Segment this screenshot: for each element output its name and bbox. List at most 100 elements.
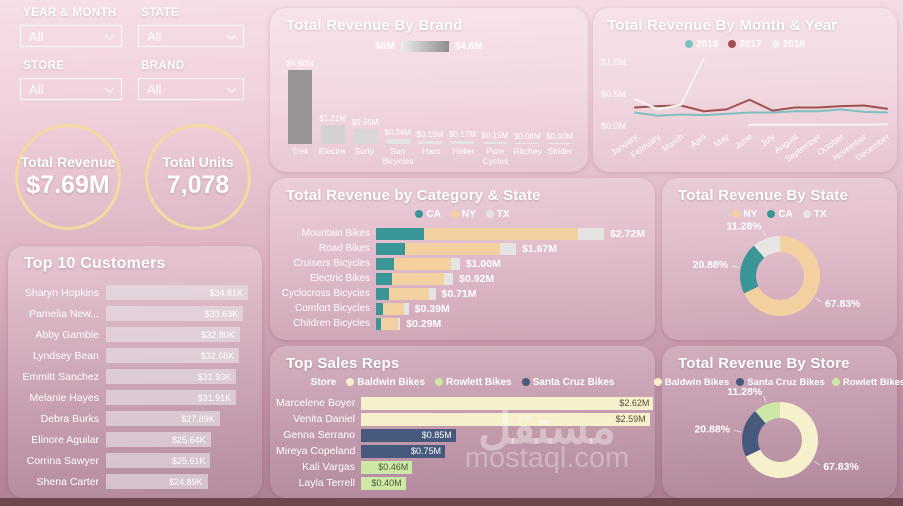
bar-segment-NY[interactable]	[382, 302, 405, 315]
donut-slice-NY[interactable]	[743, 236, 820, 316]
filter-store: STORE All	[20, 60, 122, 100]
legend-item[interactable]: 2016	[685, 39, 718, 50]
legend-item[interactable]: TX	[802, 209, 827, 220]
bar-segment-TX[interactable]	[450, 257, 460, 270]
brand-bar[interactable]	[547, 143, 572, 144]
category-bar[interactable]	[376, 257, 460, 270]
brand-bar[interactable]	[385, 138, 410, 144]
bar-segment-TX[interactable]	[397, 317, 401, 330]
customer-name: Debra Burks	[40, 412, 99, 425]
customer-name: Pamelia New...	[28, 307, 99, 320]
sales-rep-bar[interactable]: $0.46M	[361, 460, 413, 474]
bar-segment-NY[interactable]	[405, 242, 501, 255]
sales-rep-name: Marcelene Boyer	[276, 397, 356, 409]
bar-segment-NY[interactable]	[388, 287, 429, 300]
customer-bar[interactable]: $27.89K	[106, 411, 220, 426]
filter-state-dropdown[interactable]: All	[138, 25, 244, 47]
donut-slice-Rowlett Bikes[interactable]	[755, 402, 780, 424]
category-bar[interactable]	[376, 242, 516, 255]
category-bar[interactable]	[376, 317, 401, 330]
legend-item[interactable]: Santa Cruz Bikes	[736, 377, 825, 388]
bar-segment-NY[interactable]	[393, 257, 451, 270]
category-name: Mountain Bikes	[301, 228, 370, 239]
customer-bar[interactable]: $32.68K	[106, 348, 240, 363]
legend-item[interactable]: NY	[732, 209, 757, 220]
customer-bar[interactable]: $25.61K	[106, 453, 211, 468]
bar-segment-CA[interactable]	[376, 272, 392, 285]
legend-item[interactable]: Rowlett Bikes	[831, 377, 903, 388]
legend-item[interactable]: TX	[485, 209, 510, 220]
customer-bar[interactable]: $25.64K	[106, 432, 211, 447]
bar-segment-TX[interactable]	[404, 302, 409, 315]
legend-item[interactable]: Santa Cruz Bikes	[521, 377, 614, 388]
brand-bar[interactable]	[450, 141, 475, 144]
bar-segment-NY[interactable]	[391, 272, 444, 285]
bar-segment-TX[interactable]	[500, 242, 516, 255]
donut-slice-label: 67.83%	[825, 298, 861, 310]
category-total-value: $1.00M	[465, 257, 501, 270]
bar-segment-CA[interactable]	[376, 242, 406, 255]
line-series-2018[interactable]	[748, 122, 889, 126]
filter-brand-value: All	[147, 81, 162, 97]
bar-segment-TX[interactable]	[428, 287, 436, 300]
brand-bar[interactable]	[320, 124, 345, 144]
bar-segment-CA[interactable]	[376, 257, 394, 270]
bar-segment-CA[interactable]	[376, 287, 389, 300]
donut-slice-CA[interactable]	[740, 245, 765, 294]
donut-slice-TX[interactable]	[753, 236, 780, 258]
customer-value: $31.91K	[197, 392, 232, 403]
chevron-down-icon	[226, 29, 237, 40]
sales-rep-bar[interactable]: $0.40M	[361, 476, 406, 490]
customer-bar[interactable]: $31.93K	[106, 369, 237, 384]
legend-item[interactable]: NY	[450, 209, 476, 220]
customer-bar[interactable]: $34.81K	[106, 285, 248, 300]
brand-bar[interactable]	[417, 140, 442, 144]
panel-top-sales-reps: Top Sales Reps Store Baldwin Bikes Rowlett…	[270, 346, 655, 498]
panel-title: Top Sales Reps	[286, 355, 400, 372]
category-bar[interactable]	[376, 302, 409, 315]
bar-segment-CA[interactable]	[376, 227, 424, 240]
category-bar[interactable]	[376, 227, 604, 240]
panel-top-10-customers: Top 10 Customers Sharyn Hopkins $34.81K Pa…	[8, 246, 262, 498]
sales-rep-bar[interactable]: $0.75M	[361, 444, 445, 458]
customer-bar[interactable]: $31.91K	[106, 390, 237, 405]
legend-item[interactable]: CA	[767, 209, 793, 220]
brand-bar[interactable]	[353, 128, 378, 144]
legend-item[interactable]: Baldwin Bikes	[653, 377, 729, 388]
filter-brand-dropdown[interactable]: All	[138, 78, 244, 100]
donut-slice-Santa Cruz Bikes[interactable]	[742, 411, 766, 457]
bar-segment-NY[interactable]	[423, 227, 578, 240]
filter-year-month-dropdown[interactable]: All	[20, 25, 122, 47]
bar-segment-CA[interactable]	[376, 302, 383, 315]
sales-rep-bar[interactable]: $2.59M	[361, 412, 650, 426]
line-series-2016[interactable]	[634, 108, 888, 117]
color-scale-gradient	[400, 41, 449, 52]
customer-bar[interactable]: $33.63K	[106, 306, 244, 321]
x-axis-month-label: May	[712, 131, 731, 149]
category-bar[interactable]	[376, 272, 454, 285]
bar-segment-TX[interactable]	[578, 227, 604, 240]
bar-segment-CA[interactable]	[376, 317, 382, 330]
x-axis-month-label: April	[688, 131, 708, 149]
customer-value: $25.64K	[172, 434, 206, 445]
legend-item[interactable]: CA	[415, 209, 441, 220]
customer-bar[interactable]: $24.89K	[106, 474, 208, 489]
brand-bar[interactable]	[515, 142, 540, 144]
category-bar[interactable]	[376, 287, 436, 300]
sales-rep-bar[interactable]: $0.85M	[361, 428, 456, 442]
filter-store-dropdown[interactable]: All	[20, 78, 122, 100]
customer-bar[interactable]: $32.80K	[106, 327, 240, 342]
sales-rep-bar[interactable]: $2.62M	[361, 396, 654, 410]
legend-item[interactable]: Rowlett Bikes	[435, 377, 512, 388]
customer-row: Emmitt Sanchez $31.93K	[8, 366, 262, 387]
legend-item[interactable]: 2018	[771, 39, 805, 50]
legend-dot-icon	[653, 378, 662, 386]
donut-slice-Baldwin Bikes[interactable]	[745, 402, 818, 478]
legend-item[interactable]: Baldwin Bikes	[346, 377, 425, 388]
bar-segment-TX[interactable]	[443, 272, 454, 285]
brand-bar[interactable]	[482, 141, 507, 144]
brand-bar[interactable]	[288, 70, 313, 144]
line-series-2018[interactable]	[633, 57, 705, 111]
legend-item[interactable]: 2017	[728, 39, 762, 50]
bar-segment-NY[interactable]	[381, 317, 398, 330]
